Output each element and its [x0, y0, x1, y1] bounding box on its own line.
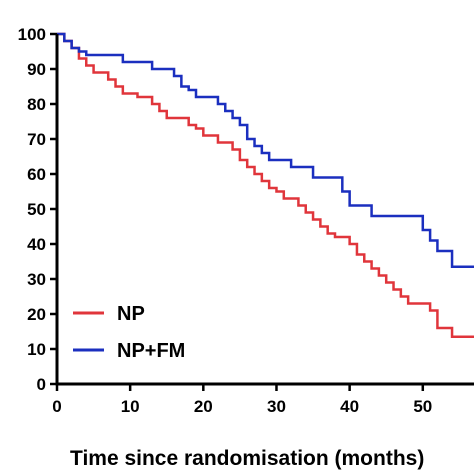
plot-lines: [57, 32, 474, 338]
legend-label-np: NP: [117, 303, 145, 325]
y-tick-label: 50: [27, 200, 46, 219]
x-axis-title: Time since randomisation (months): [70, 447, 424, 470]
series-line-np-fm: [57, 32, 474, 268]
x-axis: 0 10 20 30 40 50: [52, 382, 474, 416]
x-tick-label: 0: [52, 397, 61, 416]
y-tick-label: 60: [27, 165, 46, 184]
x-tick-label: 20: [194, 397, 213, 416]
y-tick-label: 40: [27, 235, 46, 254]
y-tick-label: 20: [27, 305, 46, 324]
y-tick-label: 10: [27, 340, 46, 359]
x-tick-label: 30: [267, 397, 286, 416]
y-tick-label: 100: [18, 25, 46, 44]
series-line-np: [57, 32, 474, 338]
y-tick-label: 0: [37, 375, 46, 394]
legend: NP NP+FM: [73, 303, 185, 362]
x-tick-label: 40: [340, 397, 359, 416]
y-tick-label: 30: [27, 270, 46, 289]
x-tick-label: 10: [121, 397, 140, 416]
y-axis: 0 10 20 30 40 50 60 70 80 90 100: [18, 25, 59, 394]
y-tick-label: 90: [27, 60, 46, 79]
y-tick-label: 70: [27, 130, 46, 149]
x-tick-label: 50: [413, 397, 432, 416]
legend-label-np-fm: NP+FM: [117, 340, 185, 362]
y-tick-label: 80: [27, 95, 46, 114]
